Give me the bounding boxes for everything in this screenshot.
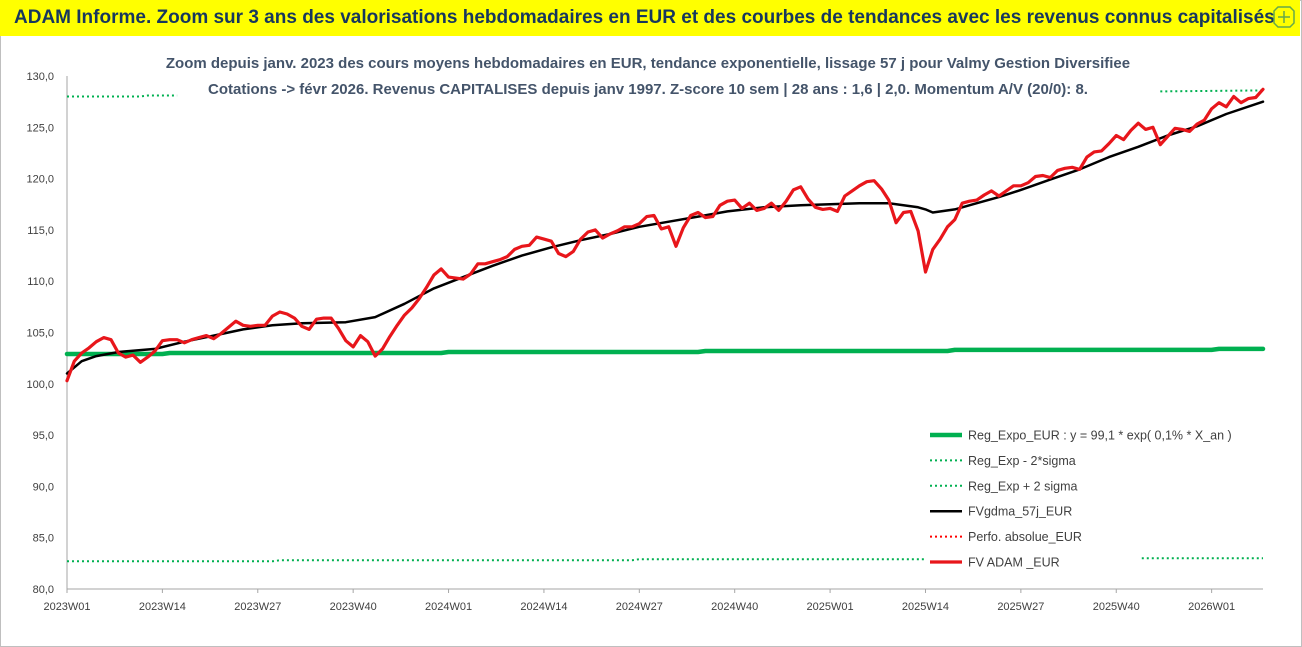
x-axis: 2023W01 2023W14 2023W27 2023W40 2024W01 2024W… [43,589,1235,613]
x-tick-label: 2023W01 [43,601,90,613]
y-tick-label: 115,0 [27,225,54,237]
x-tick-label: 2024W27 [616,601,663,613]
x-tick-label: 2024W01 [425,601,472,613]
legend-label: FV ADAM _EUR [968,556,1060,570]
x-tick-label: 2025W01 [807,601,854,613]
y-tick-label: 80,0 [33,584,54,596]
y-tick-label: 90,0 [33,481,54,493]
legend-label: FVgdma_57j_EUR [968,505,1072,519]
chart-title: Zoom depuis janv. 2023 des cours moyens … [166,55,1130,72]
y-axis: 80,0 85,0 90,0 95,0 100,0 105,0 110,0 115,0 120,… [26,71,54,596]
x-tick-label: 2023W14 [139,601,186,613]
y-tick-label: 130,0 [26,71,54,83]
series-lines [64,87,1266,563]
line-chart: Zoom depuis janv. 2023 des cours moyens … [26,55,1266,613]
series-line-0 [64,346,1266,357]
x-tick-label: 2024W40 [711,601,758,613]
x-tick-label: 2026W01 [1188,601,1235,613]
x-tick-label: 2025W14 [902,601,949,613]
page-title-text: ADAM Informe. Zoom sur 3 ans des valoris… [14,7,1275,28]
x-tick-label: 2023W27 [234,601,281,613]
y-tick-label: 125,0 [26,122,54,134]
y-tick-label: 85,0 [33,533,54,545]
x-tick-label: 2025W27 [997,601,1044,613]
plot-area [66,76,1263,590]
corner-mark-icon [1273,6,1295,28]
legend-label: Reg_Exp - 2*sigma [968,454,1076,468]
x-tick-label: 2025W40 [1093,601,1140,613]
legend-label: Perfo. absolue_EUR [968,530,1082,544]
chart-subtitle: Cotations -> févr 2026. Revenus CAPITALI… [208,81,1088,98]
series-line-5 [65,87,1265,383]
legend-background [926,418,1141,576]
page-title: ADAM Informe. Zoom sur 3 ans des valoris… [0,0,1300,36]
legend-label: Reg_Expo_EUR : y = 99,1 * exp( 0,1% * X_… [968,429,1232,443]
y-tick-label: 100,0 [26,379,54,391]
series-line-2 [67,89,1264,98]
y-tick-label: 110,0 [27,276,54,288]
series-line-3 [65,100,1265,375]
legend-label: Reg_Exp + 2 sigma [968,479,1077,493]
legend: Reg_Expo_EUR : y = 99,1 * exp( 0,1% * X_… [926,418,1232,576]
y-tick-label: 105,0 [26,328,54,340]
x-tick-label: 2024W14 [520,601,567,613]
y-tick-label: 95,0 [33,430,54,442]
y-tick-label: 120,0 [26,174,54,186]
x-tick-label: 2023W40 [330,601,377,613]
